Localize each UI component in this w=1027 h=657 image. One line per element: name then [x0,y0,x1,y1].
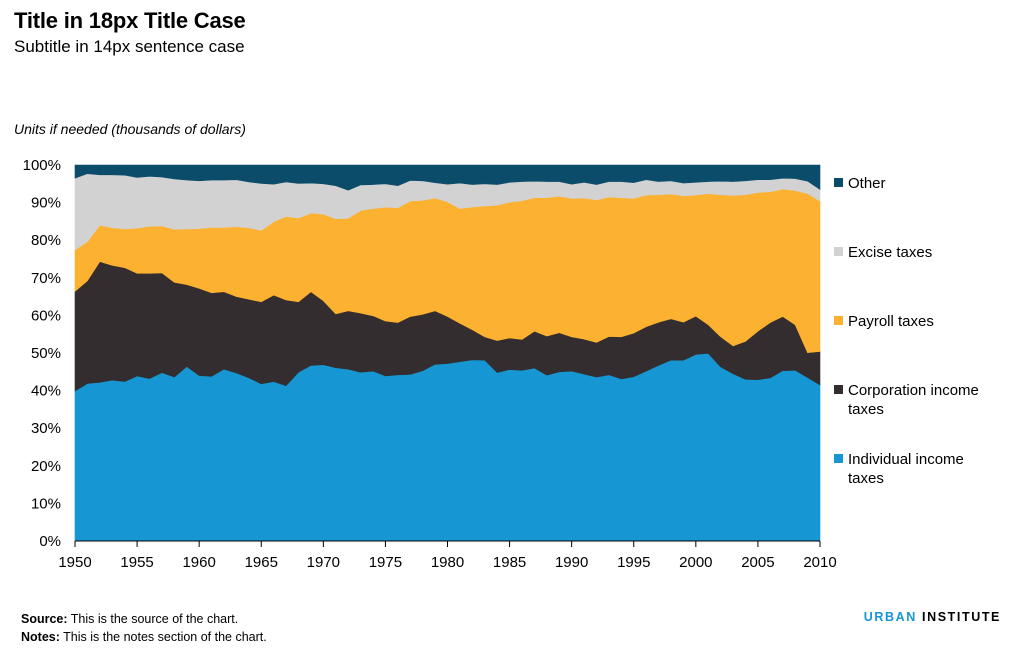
legend-label-corporation-income-taxes: Corporation income taxes [848,382,979,418]
y-tick-label: 30% [31,420,61,437]
footer-source: Source: This is the source of the chart. [21,612,238,626]
x-tick-label: 2000 [679,554,712,571]
y-tick-label: 20% [31,458,61,475]
y-tick-label: 10% [31,495,61,512]
chart-title: Title in 18px Title Case [14,8,246,33]
brand-word-institute: INSTITUTE [916,610,1001,624]
y-tick-label: 60% [31,307,61,324]
urban-institute-logo: URBAN INSTITUTE [864,610,1001,624]
area-individual-income-taxes [74,353,821,542]
y-tick-label: 0% [39,533,61,550]
legend-swatch-other [834,178,843,187]
x-tick-label: 1985 [493,554,526,571]
source-label: Source: [21,612,68,626]
x-tick-label: 1965 [245,554,278,571]
legend-swatch-corporation-income-taxes [834,385,843,394]
y-tick-label: 70% [31,270,61,287]
legend-label-individual-income-taxes: Individual income taxes [848,451,964,487]
y-tick-label: 80% [31,232,61,249]
legend-swatch-excise-taxes [834,247,843,256]
x-tick-label: 2010 [803,554,836,571]
legend-swatch-payroll-taxes [834,316,843,325]
area-other [74,164,821,191]
x-tick-label: 2005 [741,554,774,571]
x-tick-label: 1955 [120,554,153,571]
stacked-area-chart: 0%10%20%30%40%50%60%70%80%90%100% 1950 19… [23,157,979,571]
y-axis-ticks: 0% 10% 20% 30% 40% 50% 60% 70% 80% 90% 100% [23,157,61,550]
notes-text: This is the notes section of the chart. [59,630,267,644]
y-tick-label: 90% [31,195,61,212]
legend-label-other: Other [848,175,886,192]
x-tick-label: 1950 [58,554,91,571]
chart-subtitle: Subtitle in 14px sentence case [14,37,245,56]
brand-word-urban: URBAN [863,610,917,624]
x-tick-label: 1995 [617,554,650,571]
legend-swatch-individual-income-taxes [834,454,843,463]
x-tick-label: 1990 [555,554,588,571]
legend-label-payroll-taxes: Payroll taxes [848,313,934,330]
footer-notes: Notes: This is the notes section of the … [21,630,267,644]
source-text: This is the source of the chart. [67,612,239,626]
x-tick-label: 1960 [182,554,215,571]
y-axis-units-label: Units if needed (thousands of dollars) [14,121,246,137]
x-tick-label: 1980 [431,554,464,571]
y-tick-label: 50% [31,345,61,362]
notes-label: Notes: [21,630,60,644]
x-axis-ticks: 1950 1955 1960 1965 1970 1975 1980 1985 1990 1995… [58,540,837,571]
x-tick-label: 1975 [369,554,402,571]
chart-legend: Other Excise taxes Payroll taxes Corporatio… [834,175,979,487]
y-tick-label: 100% [23,157,61,174]
y-tick-label: 40% [31,383,61,400]
legend-label-excise-taxes: Excise taxes [848,244,932,261]
x-tick-label: 1970 [307,554,340,571]
chart-areas [74,164,821,542]
